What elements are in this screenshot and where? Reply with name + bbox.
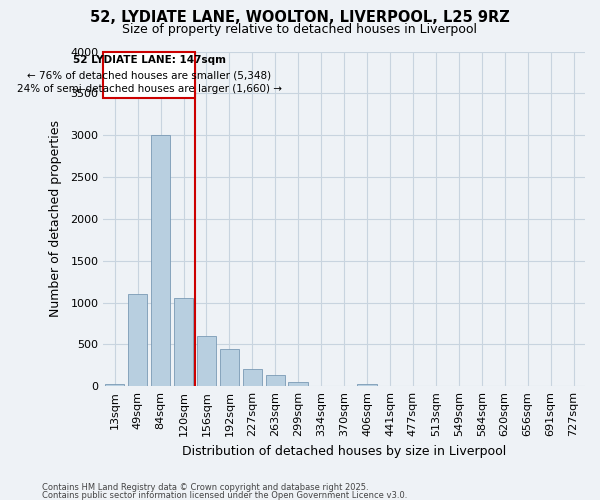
Text: Size of property relative to detached houses in Liverpool: Size of property relative to detached ho… xyxy=(122,22,478,36)
Bar xyxy=(103,52,195,98)
Bar xyxy=(220,348,239,386)
Bar xyxy=(174,298,193,386)
X-axis label: Distribution of detached houses by size in Liverpool: Distribution of detached houses by size … xyxy=(182,444,506,458)
Text: 24% of semi-detached houses are larger (1,660) →: 24% of semi-detached houses are larger (… xyxy=(17,84,281,94)
Bar xyxy=(242,370,262,386)
Bar xyxy=(266,375,285,386)
Bar xyxy=(105,384,124,386)
Bar xyxy=(357,384,377,386)
Text: 52 LYDIATE LANE: 147sqm: 52 LYDIATE LANE: 147sqm xyxy=(73,55,226,65)
Text: ← 76% of detached houses are smaller (5,348): ← 76% of detached houses are smaller (5,… xyxy=(27,70,271,81)
Bar xyxy=(197,336,216,386)
Text: 52, LYDIATE LANE, WOOLTON, LIVERPOOL, L25 9RZ: 52, LYDIATE LANE, WOOLTON, LIVERPOOL, L2… xyxy=(90,10,510,25)
Text: Contains public sector information licensed under the Open Government Licence v3: Contains public sector information licen… xyxy=(42,490,407,500)
Y-axis label: Number of detached properties: Number of detached properties xyxy=(49,120,62,318)
Bar xyxy=(289,382,308,386)
Bar xyxy=(151,135,170,386)
Text: Contains HM Land Registry data © Crown copyright and database right 2025.: Contains HM Land Registry data © Crown c… xyxy=(42,484,368,492)
Bar xyxy=(128,294,148,386)
